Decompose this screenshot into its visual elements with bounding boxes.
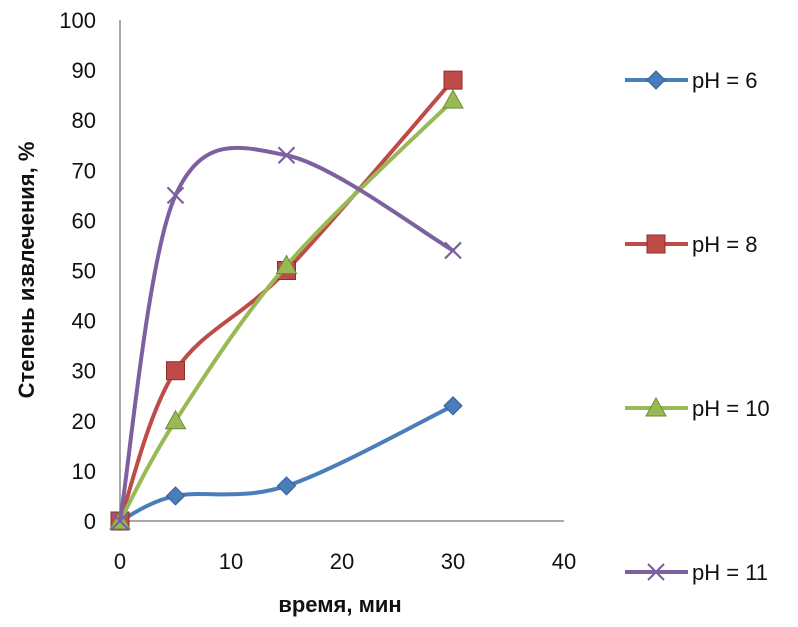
series-4 — [111, 145, 462, 530]
series-layer — [109, 70, 464, 531]
legend-label: pH = 11 — [692, 560, 768, 585]
y-tick-label: 70 — [72, 158, 96, 183]
data-point — [277, 146, 296, 165]
series-line — [118, 403, 455, 523]
legend-marker — [645, 396, 667, 417]
y-tick-label: 50 — [72, 259, 96, 284]
data-point — [444, 241, 462, 260]
y-tick-label: 10 — [72, 459, 96, 484]
x-tick-label: 0 — [114, 549, 126, 574]
legend-item: pH = 10 — [625, 396, 770, 421]
legend-item: pH = 6 — [625, 68, 757, 93]
x-tick-label: 30 — [441, 549, 465, 574]
series-line — [118, 78, 455, 523]
chart-axes — [119, 20, 564, 522]
data-point — [275, 254, 298, 274]
y-tick-label: 30 — [72, 359, 96, 384]
data-point — [276, 476, 297, 496]
y-tick-label: 0 — [84, 509, 96, 534]
x-axis-title: время, мин — [278, 592, 401, 617]
tick-labels: 0 10 20 30 40 50 60 70 80 90 100 0 10 20 30 40 — [59, 8, 576, 574]
data-point — [165, 486, 186, 506]
y-axis-title: Степень извлечения, % — [14, 142, 39, 399]
legend-label: pH = 10 — [692, 396, 770, 421]
y-tick-label: 60 — [72, 208, 96, 233]
y-tick-label: 90 — [72, 58, 96, 83]
data-point — [166, 186, 185, 205]
series-line — [118, 145, 455, 523]
y-tick-label: 20 — [72, 409, 96, 434]
y-tick-label: 40 — [72, 309, 96, 334]
legend-label: pH = 8 — [692, 232, 757, 257]
data-point — [166, 361, 185, 381]
series-1 — [110, 396, 463, 531]
data-point — [443, 70, 463, 90]
x-tick-label: 40 — [552, 549, 576, 574]
data-point — [164, 409, 187, 430]
data-point — [111, 512, 129, 530]
series-line — [118, 98, 455, 523]
x-tick-label: 20 — [330, 549, 354, 574]
legend: pH = 6 pH = 8 pH = 10 pH = 11 — [625, 68, 770, 585]
x-tick-label: 10 — [219, 549, 243, 574]
data-point — [443, 396, 463, 416]
y-tick-label: 100 — [59, 8, 96, 33]
legend-marker — [646, 70, 666, 90]
legend-label: pH = 6 — [692, 68, 757, 93]
legend-item: pH = 8 — [625, 232, 757, 257]
legend-marker — [646, 234, 666, 254]
data-point — [442, 89, 464, 109]
y-tick-label: 80 — [72, 108, 96, 133]
legend-marker — [647, 563, 665, 581]
legend-item: pH = 11 — [625, 560, 768, 585]
